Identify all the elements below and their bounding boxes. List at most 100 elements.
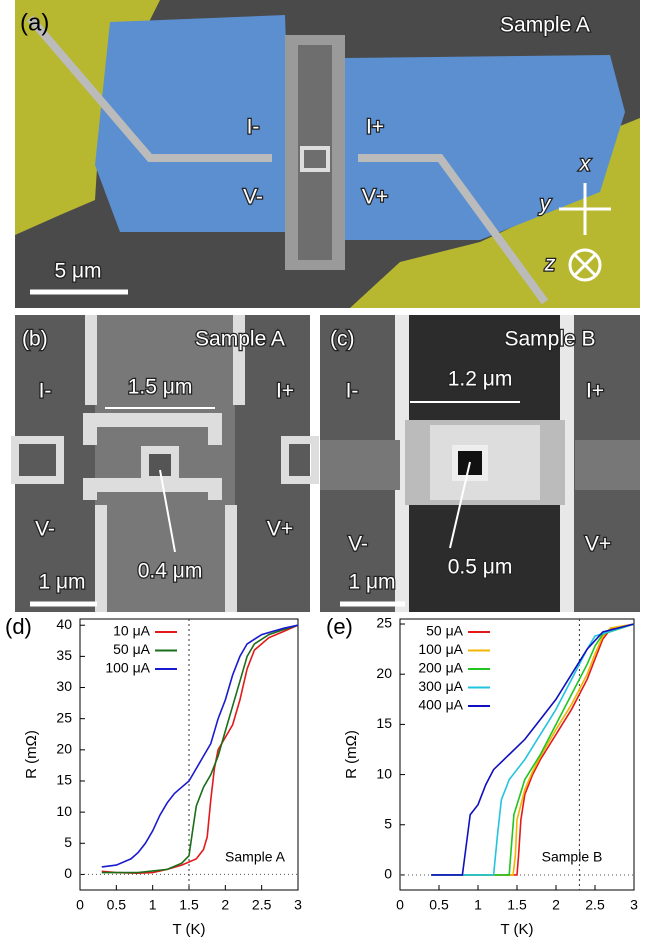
gold-region: [350, 118, 640, 308]
contact-label: I-: [346, 380, 359, 403]
pointer-arrow: [159, 469, 176, 553]
contact-label: V-: [35, 518, 55, 541]
lead: [320, 440, 400, 490]
blue-region: [345, 55, 625, 240]
edge: [85, 315, 97, 405]
blue-region: [95, 15, 290, 232]
y-tick-label: 5: [384, 815, 392, 831]
axis-z-symbol: [568, 248, 602, 282]
annotation: Sample B: [542, 849, 603, 865]
y-tick-label: 5: [64, 834, 72, 850]
legend-label: 200 μA: [418, 660, 463, 676]
scale-label: 1 μm: [38, 571, 85, 594]
data-line: [101, 624, 299, 874]
panel-label: (e): [326, 614, 353, 639]
legend-label: 100 μA: [418, 641, 463, 657]
axis-z-symbol: [573, 253, 597, 277]
y-tick-label: 25: [56, 709, 72, 725]
y-tick-label: 15: [56, 772, 72, 788]
panel-label: (a): [20, 9, 49, 36]
y-axis-title: R (mΩ): [343, 730, 360, 779]
dimension-label: 1.2 μm: [448, 368, 513, 391]
scale-label: 5 μm: [54, 260, 101, 283]
contact-label: V+: [267, 518, 293, 541]
x-axis-title: T (K): [172, 921, 205, 938]
panel-label: (d): [5, 614, 32, 639]
data-line: [101, 624, 299, 868]
x-tick-label: 3: [630, 897, 638, 913]
dimension-label: 0.4 μm: [138, 560, 203, 583]
contact-label: I-: [39, 380, 52, 403]
panel-label: (b): [22, 328, 48, 351]
pointer-arrow: [449, 461, 471, 549]
contact-label: V+: [585, 533, 611, 556]
x-tick-label: 2.5: [585, 897, 605, 913]
contact-label: V+: [362, 186, 388, 209]
x-tick-label: 0.5: [429, 897, 449, 913]
y-tick-label: 40: [56, 616, 72, 632]
data-line: [431, 623, 635, 876]
data-line: [431, 623, 635, 876]
y-tick-label: 20: [56, 741, 72, 757]
ring: [300, 146, 330, 172]
y-tick-label: 25: [376, 615, 392, 631]
lead: [11, 436, 64, 484]
contact-label: I-: [247, 116, 260, 139]
legend-label: 400 μA: [418, 697, 463, 713]
axis-label: z: [544, 253, 556, 276]
sample-label: Sample A: [195, 328, 285, 351]
lead: [281, 436, 319, 484]
y-tick-label: 15: [376, 715, 392, 731]
data-line: [431, 623, 635, 876]
panel-b: (b) Sample A I- I+ V- V+ 1.5 μm 0.4 μm 1…: [11, 315, 319, 612]
lead: [358, 154, 549, 305]
y-tick-label: 0: [384, 866, 392, 882]
y-tick-label: 35: [56, 647, 72, 663]
x-tick-label: 1: [149, 897, 157, 913]
x-tick-label: 3: [294, 897, 302, 913]
axis-label: y: [538, 193, 552, 216]
panel-a: (a) Sample A I- I+ V- V+ 5 μm x y z: [15, 0, 640, 308]
x-axis-title: T (K): [500, 921, 533, 938]
y-axis-title: R (mΩ): [23, 730, 40, 779]
y-tick-label: 30: [56, 678, 72, 694]
x-tick-label: 0: [76, 897, 84, 913]
y-tick-label: 20: [376, 665, 392, 681]
dimension-label: 0.5 μm: [448, 556, 513, 579]
frame: [83, 478, 222, 500]
x-tick-label: 0: [396, 897, 404, 913]
x-tick-label: 2: [552, 897, 560, 913]
edge: [395, 315, 409, 612]
sample-label: Sample B: [504, 328, 595, 351]
legend-label: 300 μA: [418, 678, 463, 694]
lead: [26, 15, 272, 162]
scale-label: 1 μm: [348, 571, 395, 594]
panel-label: (c): [330, 328, 355, 351]
legend-label: 100 μA: [105, 660, 150, 676]
lead: [575, 440, 640, 490]
x-tick-label: 1: [474, 897, 482, 913]
panel-c: (c) Sample B I- I+ V- V+ 1.2 μm 0.5 μm 1…: [320, 315, 640, 612]
contact-label: V-: [348, 533, 368, 556]
data-line: [101, 624, 299, 875]
legend-label: 50 μA: [113, 641, 151, 657]
x-tick-label: 1.5: [179, 897, 199, 913]
data-line: [431, 623, 635, 876]
dimension-label: 1.5 μm: [128, 376, 193, 399]
x-tick-label: 0.5: [107, 897, 127, 913]
edge: [95, 505, 107, 612]
contact-label: I+: [276, 380, 294, 403]
y-tick-label: 0: [64, 865, 72, 881]
x-tick-label: 1.5: [507, 897, 527, 913]
x-tick-label: 2.5: [252, 897, 272, 913]
edge: [233, 315, 245, 405]
edge: [225, 505, 237, 612]
y-tick-label: 10: [56, 803, 72, 819]
frame: [83, 413, 222, 445]
legend-label: 10 μA: [113, 623, 151, 639]
x-tick-label: 2: [221, 897, 229, 913]
contact-label: I+: [366, 116, 384, 139]
axis-label: x: [579, 153, 592, 176]
annotation: Sample A: [225, 849, 286, 865]
